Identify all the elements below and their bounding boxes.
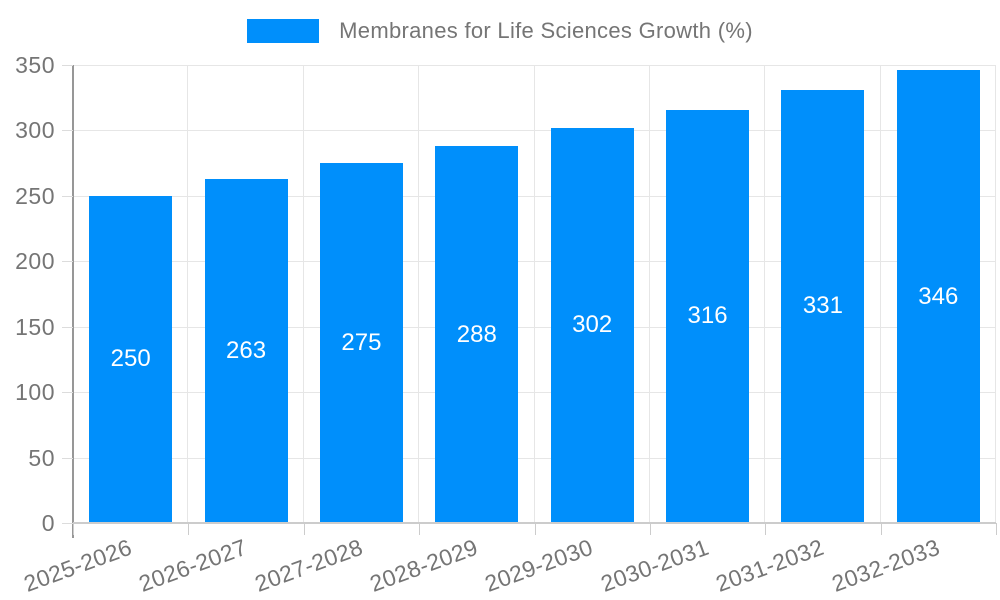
legend-swatch: [247, 19, 320, 43]
y-tick-label: 350: [15, 52, 55, 78]
x-tick-label: 2027-2028: [251, 533, 366, 597]
x-tick-mark: [534, 523, 536, 535]
x-axis-labels: 2025-2026 2026-2027 2027-2028 2028-2029 2029…: [0, 523, 1000, 600]
x-tick-mark: [73, 523, 74, 535]
x-tick-label: 2028-2029: [366, 533, 482, 597]
legend-item[interactable]: Membranes for Life Sciences Growth (%): [0, 18, 1000, 44]
gridline-horizontal: [73, 130, 996, 132]
bar-value-label: 263: [226, 336, 267, 364]
plot-area: 250 263 275 288 302 316 331 346: [73, 65, 996, 523]
bar: 250: [89, 195, 173, 523]
y-tick-mark: [62, 65, 73, 66]
gridline-vertical: [533, 65, 535, 523]
bar-value-label: 288: [456, 320, 497, 348]
y-tick-label: 150: [15, 313, 55, 340]
bar-value-label: 250: [110, 345, 151, 373]
bar-value-label: 331: [802, 292, 843, 320]
bar-value-label: 316: [687, 302, 728, 330]
gridline-vertical: [187, 65, 189, 523]
y-tick-mark: [62, 523, 73, 524]
x-tick-mark: [419, 523, 421, 535]
x-tick-label: 2029-2030: [481, 533, 597, 597]
y-tick-mark: [62, 261, 73, 263]
gridline-vertical: [302, 65, 304, 523]
bar: 316: [666, 109, 750, 523]
gridline-horizontal: [73, 65, 996, 66]
y-axis-labels: 0 50 100 150 200 250 300 350: [0, 53, 73, 535]
bar: 288: [435, 146, 519, 523]
y-tick-label: 0: [41, 510, 55, 536]
x-tick-mark: [880, 523, 882, 535]
gridline-horizontal: [73, 261, 996, 263]
gridline-horizontal: [73, 326, 996, 328]
y-tick-mark: [62, 130, 73, 132]
bar-value-label: 346: [918, 282, 959, 310]
bar-value-label: 302: [572, 311, 613, 339]
y-tick-mark: [62, 392, 73, 394]
x-tick-mark: [765, 523, 767, 535]
gridline-horizontal: [73, 195, 996, 197]
gridline-vertical: [648, 65, 650, 523]
x-tick-mark: [996, 523, 997, 535]
x-tick-label: 2032-2033: [827, 533, 943, 597]
y-tick-label: 250: [15, 182, 55, 209]
bar: 346: [896, 70, 980, 523]
gridline-horizontal: [73, 392, 996, 394]
legend-label: Membranes for Life Sciences Growth (%): [339, 18, 753, 43]
y-tick-mark: [62, 326, 73, 328]
x-tick-mark: [303, 523, 305, 535]
gridline-vertical: [764, 65, 766, 523]
y-tick-label: 300: [15, 117, 55, 144]
bar: 331: [781, 89, 865, 523]
x-tick-label: 2031-2032: [712, 533, 828, 597]
x-tick-label: 2025-2026: [20, 533, 136, 597]
gridline-vertical: [418, 65, 420, 523]
x-tick-label: 2026-2027: [135, 533, 251, 597]
y-tick-mark: [62, 457, 73, 459]
y-tick-label: 200: [15, 248, 55, 275]
bar: 263: [204, 178, 288, 523]
bar: 275: [319, 163, 403, 523]
x-tick-mark: [188, 523, 190, 535]
bar: 302: [550, 127, 634, 523]
y-tick-label: 100: [15, 379, 55, 406]
x-tick-mark: [649, 523, 651, 535]
y-tick-mark: [62, 195, 73, 197]
y-tick-label: 50: [28, 444, 55, 471]
bar-value-label: 275: [341, 329, 382, 357]
x-tick-label: 2030-2031: [597, 533, 713, 597]
gridline-horizontal: [73, 457, 996, 459]
gridline-vertical: [879, 65, 881, 523]
gridline-vertical: [995, 65, 996, 523]
y-axis-line: [72, 65, 74, 538]
